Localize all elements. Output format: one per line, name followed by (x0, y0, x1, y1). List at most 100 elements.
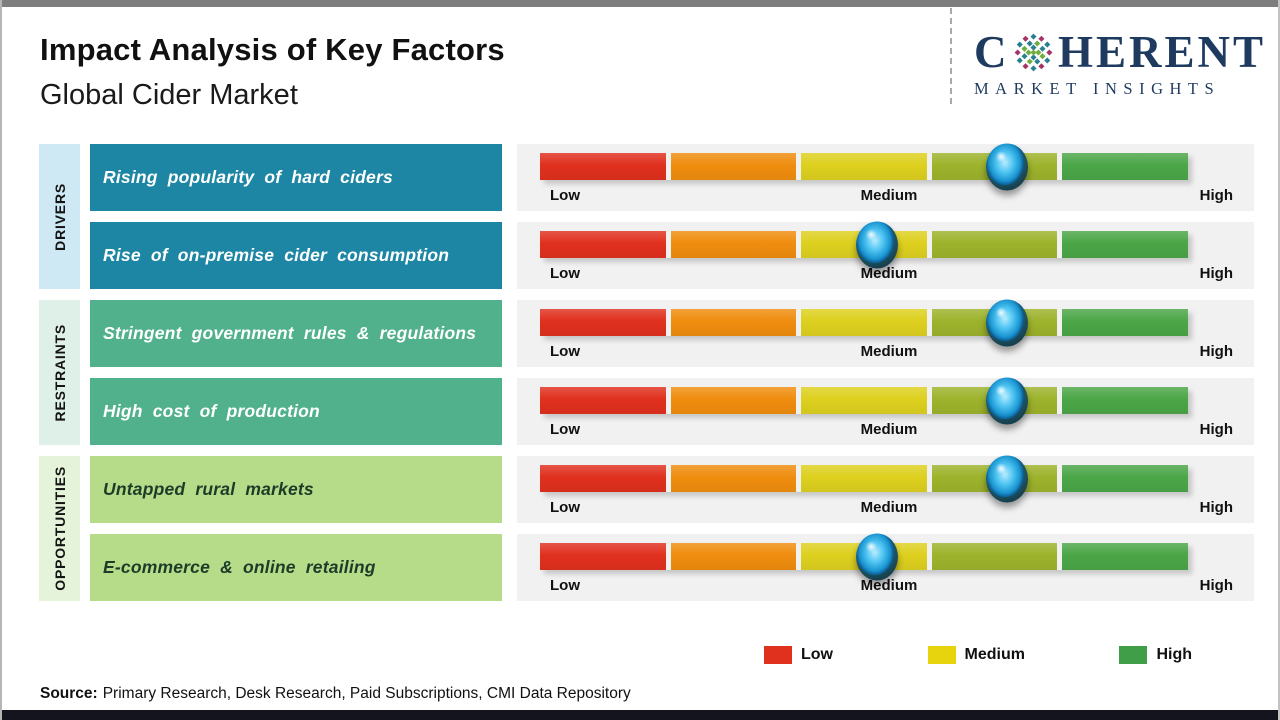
legend: Low Medium High (764, 646, 1192, 664)
category-strip-drivers: DRIVERS (39, 144, 80, 289)
factor-label: Rise of on-premise cider consumption (103, 245, 450, 265)
impact-bar (540, 377, 1188, 424)
bar-segment-high (1062, 465, 1188, 492)
scale-label-high: High (1199, 577, 1233, 594)
scale-label-high: High (1199, 343, 1233, 360)
legend-label-high: High (1156, 646, 1192, 663)
impact-scale-panel: Low Medium High (517, 299, 1254, 367)
bar-segment-low (540, 231, 666, 258)
impact-bar (540, 533, 1188, 580)
source-text: Primary Research, Desk Research, Paid Su… (102, 685, 631, 702)
scale-labels: Low Medium High (540, 187, 1254, 205)
impact-matrix: DRIVERS Rising popularity of hard ciders (39, 143, 1254, 601)
impact-marker-orb (985, 377, 1028, 424)
factor-box: E-commerce & online retailing (90, 534, 502, 601)
category-label: DRIVERS (51, 182, 68, 251)
scale-label-medium: Medium (860, 343, 918, 360)
legend-label-low: Low (801, 646, 833, 663)
scale-label-low: Low (550, 421, 580, 438)
impact-scale-panel: Low Medium High (517, 377, 1254, 445)
top-border-strip (2, 0, 1278, 7)
impact-row: Stringent government rules & regulations (90, 299, 1254, 367)
factor-box: Rise of on-premise cider consumption (90, 222, 502, 289)
legend-item-high: High (1119, 646, 1192, 664)
bar-segment-medium (801, 387, 927, 414)
legend-item-low: Low (764, 646, 833, 664)
header: Impact Analysis of Key Factors Global Ci… (40, 32, 505, 112)
category-label: OPPORTUNITIES (51, 466, 68, 591)
impact-row: Untapped rural markets Low (90, 455, 1254, 523)
bar-segment-high (1062, 309, 1188, 336)
scale-label-low: Low (550, 187, 580, 204)
impact-bar (540, 221, 1188, 268)
bar-segment-medium-high (931, 231, 1058, 258)
bar-segment-high (1062, 231, 1188, 258)
category-strip-opportunities: OPPORTUNITIES (39, 456, 80, 601)
logo-letter-c: C (974, 27, 1010, 77)
bar-segment-low (540, 387, 666, 414)
source-label: Source: (40, 685, 98, 702)
impact-bar (540, 299, 1188, 346)
legend-swatch-medium (927, 646, 956, 664)
impact-row: High cost of production Low (90, 377, 1254, 445)
scale-label-high: High (1199, 265, 1233, 282)
group-rows: Stringent government rules & regulations (90, 299, 1254, 445)
bar-segment-high (1062, 387, 1188, 414)
scale-label-medium: Medium (860, 265, 918, 282)
scale-labels: Low Medium High (540, 577, 1254, 595)
impact-scale-panel: Low Medium High (517, 533, 1254, 601)
bar-segment-high (1062, 153, 1188, 180)
factor-box: Untapped rural markets (90, 456, 502, 523)
bar-segment-low-medium (670, 543, 797, 570)
group-rows: Untapped rural markets Low (90, 455, 1254, 601)
bar-segment-low-medium (670, 231, 797, 258)
legend-swatch-low (764, 646, 792, 664)
impact-marker-orb (985, 455, 1028, 502)
scale-label-high: High (1199, 187, 1233, 204)
scale-label-medium: Medium (860, 187, 918, 204)
impact-marker-orb (985, 143, 1028, 190)
legend-swatch-high (1119, 646, 1148, 664)
page-subtitle: Global Cider Market (40, 79, 298, 111)
bar-segment-low-medium (670, 387, 797, 414)
impact-scale-panel: Low Medium High (517, 455, 1254, 523)
group-restraints: RESTRAINTS Stringent government rules & … (39, 299, 1254, 445)
scale-label-high: High (1199, 499, 1233, 516)
scale-label-medium: Medium (860, 499, 918, 516)
impact-bar (540, 455, 1188, 502)
source-line: Source: Primary Research, Desk Research, … (40, 685, 631, 703)
logo-divider-dashed-line (950, 8, 952, 104)
factor-label: Rising popularity of hard ciders (103, 167, 393, 187)
impact-scale-panel: Low Medium High (517, 221, 1254, 289)
logo-letters-herent: HERENT (1057, 27, 1266, 77)
category-label: RESTRAINTS (51, 323, 68, 422)
bar-segment-low-medium (670, 309, 797, 336)
factor-box: High cost of production (90, 378, 502, 445)
bar-segment-medium (801, 465, 927, 492)
page-title: Impact Analysis of Key Factors (40, 32, 505, 67)
legend-item-medium: Medium (927, 646, 1025, 664)
scale-labels: Low Medium High (540, 421, 1254, 439)
bar-segment-low (540, 309, 666, 336)
legend-label-medium: Medium (964, 646, 1025, 663)
scale-label-medium: Medium (860, 421, 918, 438)
factor-label: E-commerce & online retailing (103, 557, 376, 577)
group-rows: Rising popularity of hard ciders Lo (90, 143, 1254, 289)
logo-globe-icon (1014, 33, 1053, 72)
group-drivers: DRIVERS Rising popularity of hard ciders (39, 143, 1254, 289)
scale-labels: Low Medium High (540, 343, 1254, 361)
impact-scale-panel: Low Medium High (517, 143, 1254, 211)
impact-marker-orb (985, 299, 1028, 346)
scale-labels: Low Medium High (540, 499, 1254, 517)
impact-marker-orb (855, 533, 898, 580)
group-opportunities: OPPORTUNITIES Untapped rural markets (39, 455, 1254, 601)
factor-box: Rising popularity of hard ciders (90, 144, 502, 211)
factor-box: Stringent government rules & regulations (90, 300, 502, 367)
scale-label-medium: Medium (860, 577, 918, 594)
impact-row: Rising popularity of hard ciders Lo (90, 143, 1254, 211)
logo-tagline: MARKET INSIGHTS (974, 79, 1221, 98)
impact-row: E-commerce & online retailing Low (90, 533, 1254, 601)
impact-bar (540, 143, 1188, 190)
logo-wordmark: C HERENT (974, 30, 1266, 75)
